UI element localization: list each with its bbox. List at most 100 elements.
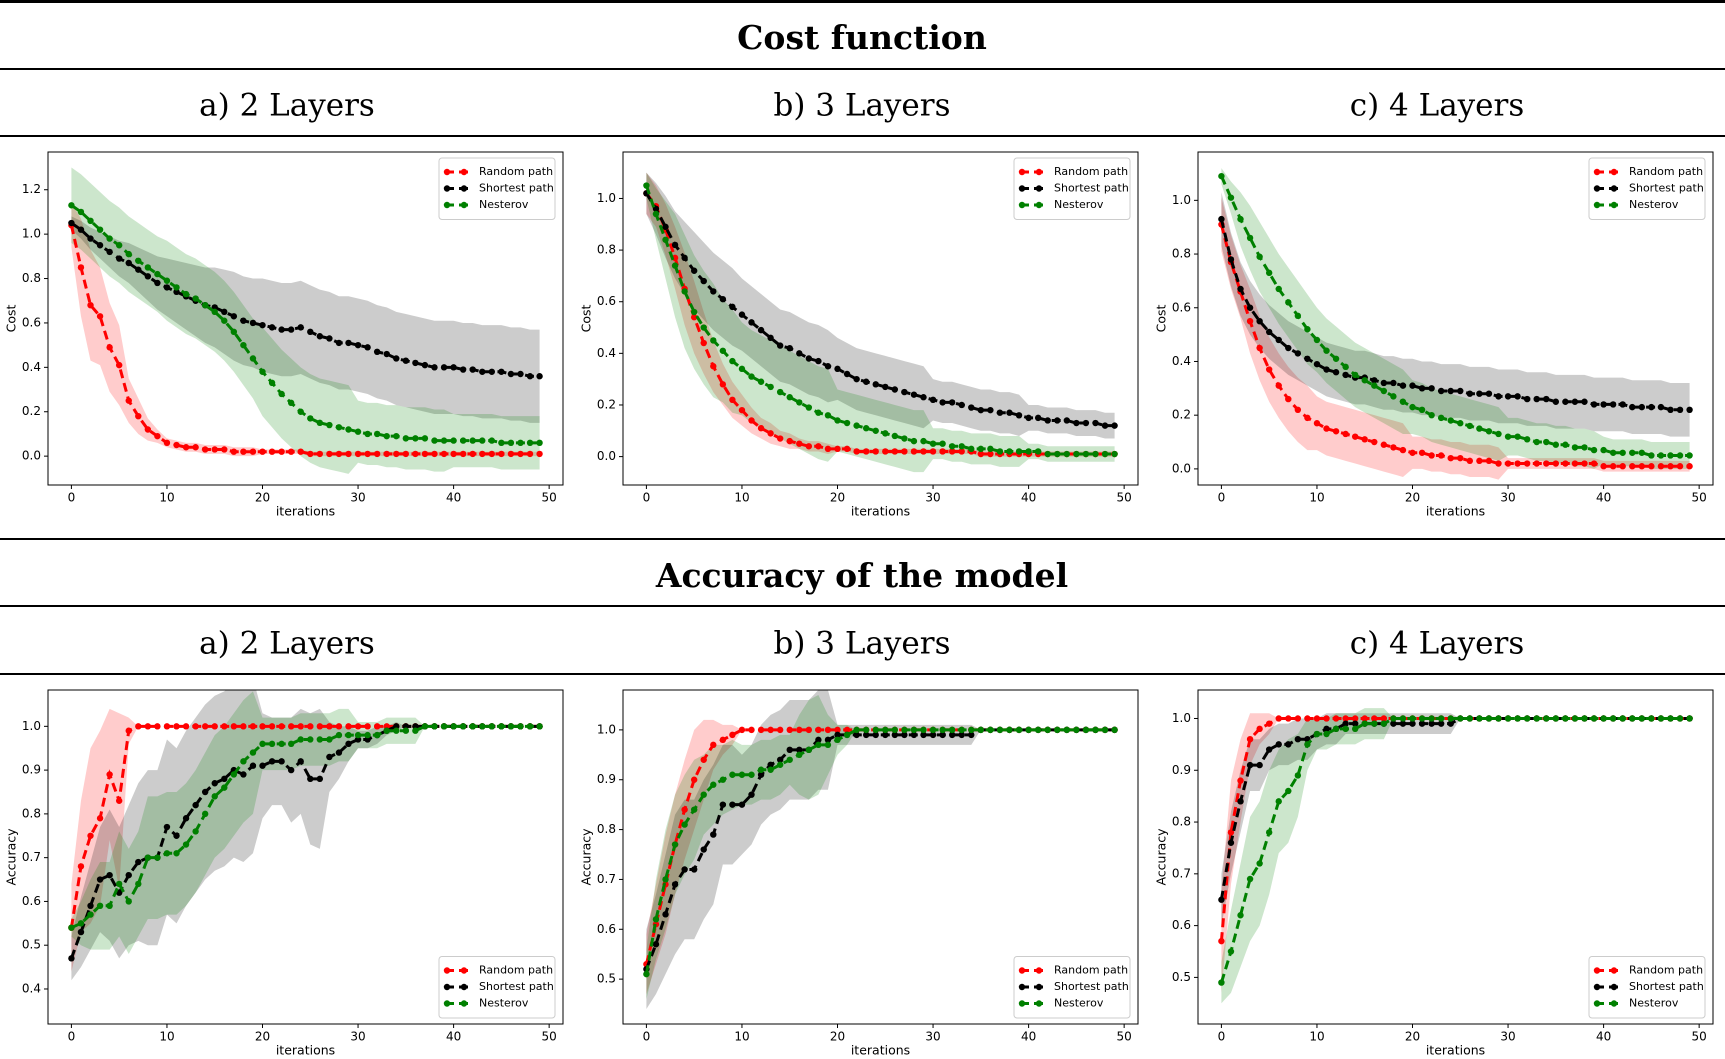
- point: [1323, 725, 1330, 733]
- point: [729, 303, 736, 311]
- point: [106, 344, 113, 351]
- point: [87, 911, 94, 918]
- point: [1447, 417, 1454, 424]
- point: [767, 761, 774, 768]
- x-axis-label: iterations: [276, 504, 335, 519]
- point: [1025, 414, 1032, 422]
- point: [1111, 422, 1118, 429]
- point: [1275, 741, 1282, 748]
- point: [1285, 395, 1292, 403]
- legend-marker: [1610, 1000, 1618, 1007]
- point: [1418, 406, 1426, 414]
- point: [1437, 387, 1445, 395]
- point: [412, 723, 419, 730]
- point: [901, 448, 908, 455]
- point: [154, 432, 161, 440]
- point: [1399, 446, 1407, 454]
- point: [939, 726, 946, 734]
- point: [824, 445, 832, 453]
- point: [402, 727, 410, 734]
- point: [1246, 234, 1254, 242]
- point: [1495, 715, 1502, 722]
- point: [144, 426, 152, 433]
- x-tick-label: 40: [1021, 491, 1036, 505]
- point: [182, 290, 190, 298]
- point: [1351, 725, 1359, 733]
- point: [96, 815, 104, 822]
- point: [1342, 725, 1349, 733]
- point: [268, 379, 276, 387]
- x-tick-label: 10: [159, 491, 174, 505]
- point: [125, 259, 132, 267]
- x-tick-label: 50: [1692, 491, 1707, 505]
- subplot-title: c) 4 Layers: [1350, 88, 1525, 124]
- point: [977, 726, 985, 734]
- point: [1390, 715, 1397, 722]
- point: [1428, 720, 1435, 727]
- subplot: a) 2 Layers 0.4 0.5 0.6 0.7 0.8 0.9 1.0 0 10 20 30 4…: [4, 626, 564, 1058]
- point: [125, 250, 132, 258]
- point: [834, 726, 841, 734]
- point: [517, 370, 524, 378]
- point: [958, 726, 965, 734]
- point: [135, 858, 142, 866]
- point: [259, 762, 266, 769]
- point: [910, 726, 918, 734]
- point: [498, 368, 505, 375]
- point: [240, 448, 247, 455]
- point: [719, 347, 727, 354]
- point: [948, 726, 956, 734]
- x-tick-label: 50: [1692, 1030, 1707, 1044]
- point: [115, 797, 123, 804]
- point: [77, 928, 85, 936]
- point: [1054, 726, 1061, 734]
- point: [996, 448, 1004, 455]
- point: [125, 871, 132, 879]
- point: [796, 726, 803, 734]
- point: [1667, 406, 1674, 414]
- point: [1294, 406, 1302, 414]
- point: [345, 426, 352, 433]
- point: [939, 399, 946, 406]
- point: [335, 424, 343, 431]
- point: [843, 445, 851, 453]
- point: [459, 450, 467, 458]
- point: [1437, 715, 1445, 722]
- point: [1495, 460, 1502, 467]
- point: [287, 723, 295, 730]
- point: [1590, 401, 1598, 408]
- point: [1676, 452, 1684, 459]
- point: [1044, 726, 1051, 734]
- point: [297, 408, 304, 415]
- point: [278, 740, 285, 748]
- point: [681, 254, 688, 262]
- point: [786, 437, 793, 445]
- point: [1562, 398, 1569, 405]
- point: [154, 854, 161, 861]
- point: [1218, 896, 1225, 903]
- legend-marker: [1035, 201, 1043, 209]
- point: [1686, 406, 1693, 414]
- x-tick-label: 0: [1218, 491, 1226, 505]
- legend-marker: [443, 185, 451, 192]
- point: [1380, 387, 1388, 395]
- y-tick-label: 0.4: [22, 360, 41, 374]
- point: [125, 898, 132, 905]
- point: [259, 723, 266, 730]
- point: [1082, 419, 1090, 427]
- point: [1361, 720, 1368, 727]
- point: [815, 443, 822, 450]
- point: [786, 726, 793, 734]
- point: [1218, 215, 1225, 223]
- point: [1361, 715, 1368, 722]
- point: [354, 731, 362, 739]
- point: [729, 396, 736, 404]
- point: [77, 226, 85, 233]
- point: [326, 450, 333, 458]
- point: [977, 445, 985, 453]
- point: [671, 241, 679, 249]
- point: [1227, 948, 1235, 955]
- y-axis-label: Cost: [1154, 305, 1169, 333]
- point: [192, 801, 199, 809]
- point: [249, 448, 257, 455]
